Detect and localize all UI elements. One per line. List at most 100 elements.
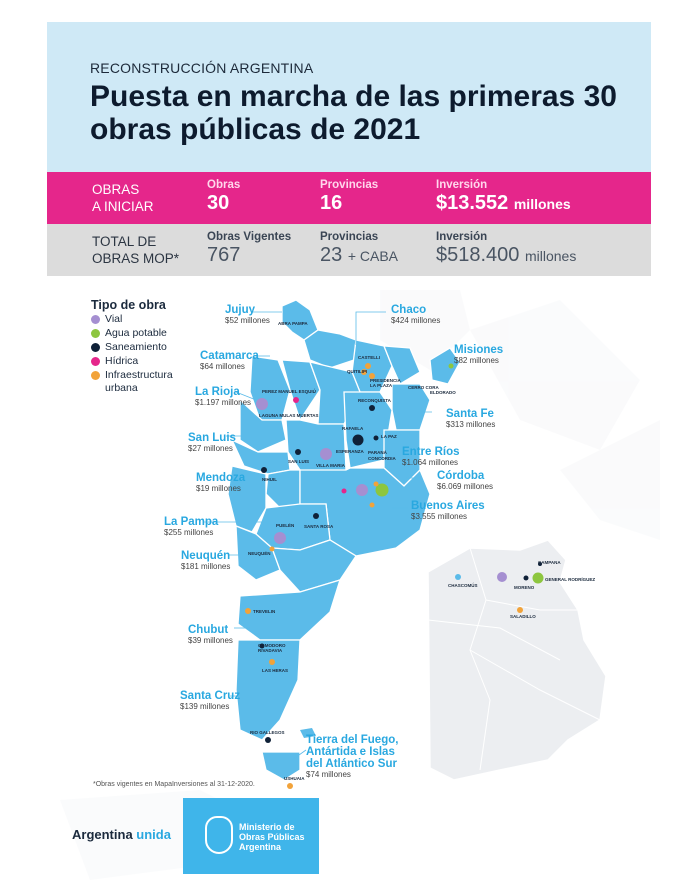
legend-label: Saneamiento bbox=[105, 341, 167, 353]
obras-a-iniciar-band: OBRAS A INICIAR Obras 30 Provincias 16 I… bbox=[47, 172, 651, 224]
infra-dot bbox=[91, 371, 100, 380]
marker-saneamiento bbox=[538, 562, 542, 566]
city-trevelin: TREVELIN bbox=[253, 609, 276, 614]
province-chaco: Chaco bbox=[391, 304, 427, 316]
inset-border bbox=[427, 619, 561, 661]
total-mop-band: TOTAL DE OBRAS MOP* Obras Vigentes 767 P… bbox=[47, 224, 651, 276]
brand-b: unida bbox=[136, 827, 171, 842]
provinces bbox=[227, 299, 461, 781]
marker-saneamiento bbox=[265, 737, 271, 743]
obras-vigentes-key: Obras Vigentes bbox=[207, 231, 292, 243]
amount-chubut: $39 millones bbox=[188, 636, 233, 645]
marker-saneamiento bbox=[523, 575, 529, 581]
city-villa-maria: VILLA MARIA bbox=[316, 463, 345, 468]
marker-hidrica bbox=[341, 488, 347, 494]
amount-misiones: $82 millones bbox=[454, 356, 499, 365]
malvinas bbox=[300, 728, 316, 738]
malvinas-shape bbox=[300, 728, 316, 738]
marker-saneamiento bbox=[352, 434, 364, 446]
marker-inset bbox=[455, 574, 461, 580]
tdf-line2: Antártida e Islas bbox=[306, 746, 395, 758]
city-campana: CAMPANA bbox=[538, 560, 561, 565]
bg-shape bbox=[560, 420, 660, 540]
province-la-pampa: La Pampa bbox=[164, 516, 219, 528]
ministry-logo-box: Ministerio de Obras Públicas Argentina bbox=[183, 798, 319, 874]
inversion-unit: millones bbox=[513, 196, 571, 212]
buenos-aires-inset bbox=[427, 539, 607, 781]
marker-infra bbox=[369, 502, 375, 508]
city-san-luis: SAN LUIS bbox=[288, 459, 310, 464]
obras-vigentes-value: 767 bbox=[207, 244, 241, 266]
marker-infra bbox=[365, 363, 371, 369]
header-panel: RECONSTRUCCIÓN ARGENTINA Puesta en march… bbox=[47, 22, 651, 172]
provincias-cell: Provincias 23 + CABA bbox=[320, 231, 398, 267]
legend-label: Vial bbox=[105, 313, 123, 325]
vial-dot bbox=[91, 315, 100, 324]
inset-border bbox=[469, 649, 601, 721]
city-castelli: CASTELLI bbox=[358, 355, 380, 360]
legend: Tipo de obra Vial Agua potable Saneamien… bbox=[91, 298, 177, 395]
provincias-value: 16 bbox=[320, 192, 343, 214]
page-title: Puesta en marcha de las primeras 30 obra… bbox=[90, 80, 617, 146]
chubut-shape bbox=[237, 579, 341, 641]
city-ushuaia: USHUAIA bbox=[284, 776, 305, 781]
marker-vial bbox=[274, 532, 286, 544]
leader-line bbox=[355, 311, 386, 345]
legend-label: Agua potable bbox=[105, 327, 167, 339]
city-esperanza: ESPERANZA bbox=[336, 449, 364, 454]
band-label-line2: A INICIAR bbox=[92, 199, 154, 214]
tucuman-shape bbox=[281, 359, 321, 422]
marker-infra bbox=[369, 373, 375, 379]
marker-infra bbox=[517, 607, 523, 613]
obras-vigentes-cell: Obras Vigentes 767 bbox=[207, 231, 291, 267]
city-nihuil: NIHUIL bbox=[262, 477, 277, 482]
provincias-value-wrap: 23 + CABA bbox=[320, 244, 398, 267]
ministry-line1: Ministerio de bbox=[239, 822, 295, 832]
band-label: TOTAL DE OBRAS MOP* bbox=[92, 233, 179, 267]
corrientes-shape bbox=[391, 383, 431, 431]
amount-mendoza: $19 millones bbox=[196, 484, 241, 493]
province-tierra-del-fuego: Tierra del Fuego, Antártida e Islas del … bbox=[306, 734, 398, 770]
city-laguna: LAGUNA MULAS MUERTAS bbox=[259, 413, 319, 418]
marker-saneamiento bbox=[295, 449, 301, 455]
kicker: RECONSTRUCCIÓN ARGENTINA bbox=[90, 60, 314, 76]
inversion-value-wrap: $518.400 millones bbox=[436, 244, 576, 267]
brand-a: Argentina bbox=[72, 827, 133, 842]
amount-la-rioja: $1.197 millones bbox=[195, 398, 252, 407]
san-luis-shape bbox=[265, 469, 301, 509]
legend-item-saneamiento: Saneamiento bbox=[91, 341, 177, 354]
argentina-unida-logo: Argentina unida bbox=[72, 827, 171, 842]
band-label: OBRAS A INICIAR bbox=[92, 181, 154, 215]
band-label-line1: TOTAL DE bbox=[92, 234, 157, 249]
amount-tierra-del-fuego: $74 millones bbox=[306, 770, 351, 779]
marker-saneamiento bbox=[373, 435, 379, 441]
amount-san-luis: $27 millones bbox=[188, 444, 233, 453]
inset-border bbox=[485, 599, 578, 611]
inset-borders bbox=[427, 547, 601, 771]
city-moreno: MORENO bbox=[514, 585, 535, 590]
marker-vial bbox=[356, 484, 368, 496]
province-jujuy: Jujuy bbox=[225, 304, 256, 316]
ministry-line2: Obras Públicas bbox=[239, 832, 305, 842]
marker-vial bbox=[497, 572, 507, 582]
amount-buenos-aires: $3.555 millones bbox=[411, 512, 468, 521]
amount-santa-fe: $313 millones bbox=[446, 420, 496, 429]
marker-hidrica bbox=[293, 397, 299, 403]
city-santa-rosa: SANTA ROSA bbox=[304, 524, 334, 529]
city-concordia: CONCORDIA bbox=[368, 456, 396, 461]
shield-icon bbox=[205, 816, 233, 854]
city-puelen: PUELÉN bbox=[276, 523, 295, 528]
city-rio-gallegos: RIO GALLEGOS bbox=[250, 730, 285, 735]
inversion-value-wrap: $13.552 millones bbox=[436, 192, 571, 215]
marker-vial bbox=[256, 398, 268, 410]
marker-infra bbox=[373, 481, 379, 487]
city-cerro-cora: CERRO CORA bbox=[408, 385, 439, 390]
marker-saneamiento bbox=[369, 405, 375, 411]
amount-cordoba: $6.069 millones bbox=[437, 482, 494, 491]
amount-neuquen: $181 millones bbox=[181, 562, 231, 571]
legend-item-hidrica: Hídrica bbox=[91, 355, 177, 368]
marker-saneamiento bbox=[259, 643, 265, 649]
city-reconquista: RECONQUISTA bbox=[358, 398, 391, 403]
amount-chaco: $424 millones bbox=[391, 316, 441, 325]
